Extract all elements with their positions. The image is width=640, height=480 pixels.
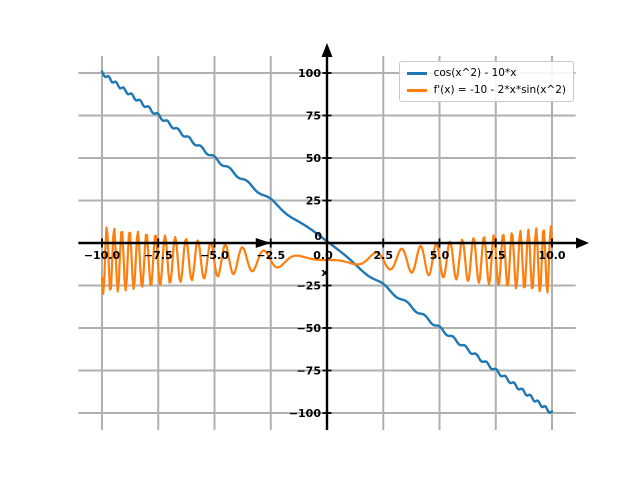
x-tick-label: −5.0	[200, 249, 229, 262]
legend-item: cos(x^2) - 10*x	[406, 66, 566, 80]
y-axis-arrowhead-icon	[321, 43, 333, 57]
y-tick-label: −75	[296, 365, 321, 378]
legend-item: f'(x) = -10 - 2*x*sin(x^2)	[406, 83, 566, 97]
x-tick-label: −10.0	[84, 249, 121, 262]
x-tick-label: 7.5	[486, 249, 506, 262]
y-tick-label: 25	[306, 195, 321, 208]
y-tick-label: −25	[296, 280, 321, 293]
y-tick-label: −50	[296, 322, 321, 335]
x-axis-arrowhead-icon	[576, 237, 589, 249]
x-tick-label: −2.5	[256, 249, 285, 262]
legend-swatch-line-orange	[406, 88, 427, 92]
y-tick-label: 100	[298, 67, 321, 80]
y-tick-label: −100	[289, 407, 322, 420]
annotation-arrow-icon	[255, 238, 271, 248]
x-axis-label: x	[321, 266, 328, 279]
x-tick-label: 10.0	[538, 249, 565, 262]
x-tick-label: −7.5	[144, 249, 173, 262]
x-tick-label: 0.0	[313, 249, 333, 262]
legend-label: cos(x^2) - 10*x	[433, 67, 517, 79]
y-tick-label: 50	[306, 152, 322, 165]
legend-label: f'(x) = -10 - 2*x*sin(x^2)	[433, 84, 566, 96]
y-tick-label: 0	[314, 230, 322, 243]
x-tick-label: 5.0	[430, 249, 450, 262]
y-tick-label: 75	[306, 110, 321, 123]
legend-swatch-line-blue	[406, 71, 427, 75]
x-tick-label: 2.5	[374, 249, 394, 262]
legend: cos(x^2) - 10*x f'(x) = -10 - 2*x*sin(x^…	[398, 61, 574, 102]
